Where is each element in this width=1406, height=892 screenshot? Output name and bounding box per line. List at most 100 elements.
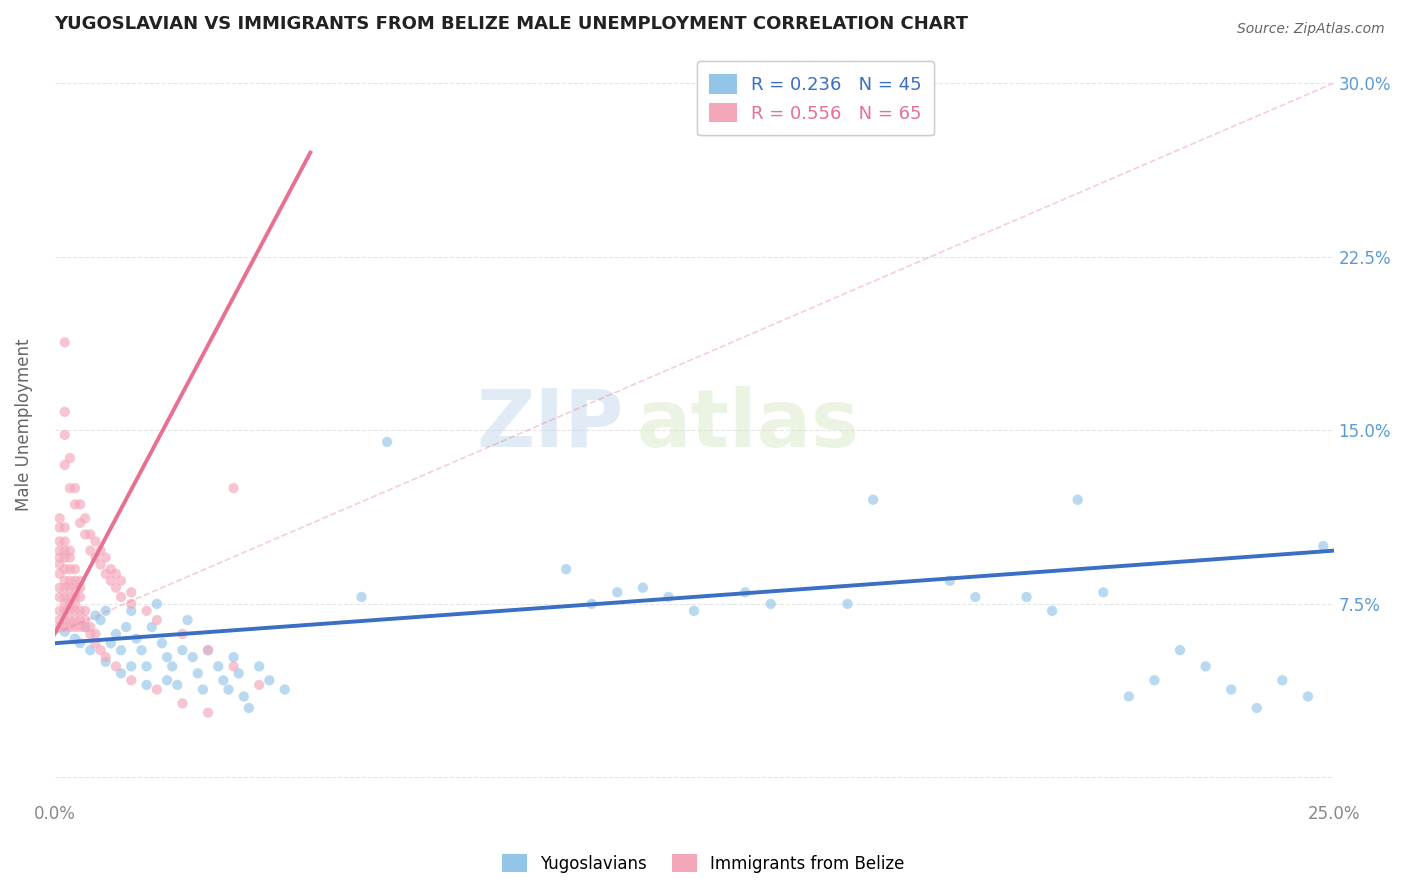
Point xyxy=(48,543,70,558)
Point xyxy=(759,597,782,611)
Point xyxy=(207,659,229,673)
Point xyxy=(606,585,628,599)
Point xyxy=(90,543,112,558)
Point xyxy=(84,608,107,623)
Point xyxy=(1118,690,1140,704)
Point xyxy=(59,590,82,604)
Point xyxy=(90,613,112,627)
Point xyxy=(53,562,76,576)
Point xyxy=(53,520,76,534)
Point xyxy=(110,643,132,657)
Point xyxy=(59,451,82,466)
Point xyxy=(63,632,86,646)
Point xyxy=(172,643,194,657)
Point xyxy=(59,562,82,576)
Point xyxy=(1194,659,1216,673)
Point xyxy=(212,673,235,688)
Point xyxy=(222,481,245,495)
Point xyxy=(75,620,97,634)
Point xyxy=(69,620,91,634)
Point xyxy=(48,590,70,604)
Point xyxy=(53,604,76,618)
Point xyxy=(84,534,107,549)
Point xyxy=(1312,539,1334,553)
Point xyxy=(141,620,163,634)
Point xyxy=(84,627,107,641)
Text: ZIP: ZIP xyxy=(477,385,624,464)
Point xyxy=(75,613,97,627)
Point xyxy=(1246,701,1268,715)
Point xyxy=(657,590,679,604)
Point xyxy=(166,678,188,692)
Point xyxy=(94,604,117,618)
Point xyxy=(238,701,260,715)
Point xyxy=(63,590,86,604)
Point xyxy=(63,481,86,495)
Point xyxy=(110,590,132,604)
Point xyxy=(84,636,107,650)
Point xyxy=(100,574,122,588)
Point xyxy=(146,597,169,611)
Y-axis label: Male Unemployment: Male Unemployment xyxy=(15,338,32,511)
Point xyxy=(63,597,86,611)
Point xyxy=(69,574,91,588)
Point xyxy=(172,697,194,711)
Point xyxy=(1143,673,1166,688)
Point xyxy=(69,497,91,511)
Point xyxy=(63,497,86,511)
Point xyxy=(69,613,91,627)
Point xyxy=(1040,604,1063,618)
Point xyxy=(187,666,209,681)
Point xyxy=(48,520,70,534)
Point xyxy=(125,632,148,646)
Point xyxy=(1220,682,1243,697)
Point xyxy=(79,543,101,558)
Point xyxy=(176,613,198,627)
Point xyxy=(104,627,127,641)
Point xyxy=(53,534,76,549)
Text: YUGOSLAVIAN VS IMMIGRANTS FROM BELIZE MALE UNEMPLOYMENT CORRELATION CHART: YUGOSLAVIAN VS IMMIGRANTS FROM BELIZE MA… xyxy=(55,15,969,33)
Point xyxy=(59,550,82,565)
Point xyxy=(1092,585,1115,599)
Point xyxy=(150,636,173,650)
Point xyxy=(160,659,183,673)
Point xyxy=(146,613,169,627)
Point xyxy=(69,604,91,618)
Point xyxy=(53,581,76,595)
Point xyxy=(94,650,117,665)
Point xyxy=(59,543,82,558)
Point xyxy=(247,678,270,692)
Point xyxy=(53,597,76,611)
Point xyxy=(104,581,127,595)
Point xyxy=(350,590,373,604)
Point xyxy=(110,574,132,588)
Point xyxy=(259,673,281,688)
Point xyxy=(48,558,70,572)
Point xyxy=(53,458,76,472)
Point xyxy=(69,590,91,604)
Point xyxy=(217,682,239,697)
Point xyxy=(53,335,76,350)
Point xyxy=(59,597,82,611)
Point xyxy=(120,604,142,618)
Point xyxy=(53,620,76,634)
Point xyxy=(120,673,142,688)
Point xyxy=(146,682,169,697)
Point xyxy=(53,590,76,604)
Point xyxy=(48,613,70,627)
Point xyxy=(48,604,70,618)
Point xyxy=(63,581,86,595)
Point xyxy=(48,566,70,581)
Point xyxy=(59,613,82,627)
Text: atlas: atlas xyxy=(637,385,859,464)
Point xyxy=(837,597,859,611)
Point xyxy=(120,659,142,673)
Legend: Yugoslavians, Immigrants from Belize: Yugoslavians, Immigrants from Belize xyxy=(495,847,911,880)
Point xyxy=(862,492,884,507)
Point xyxy=(197,643,219,657)
Point xyxy=(232,690,254,704)
Point xyxy=(53,543,76,558)
Point xyxy=(63,604,86,618)
Text: Source: ZipAtlas.com: Source: ZipAtlas.com xyxy=(1237,22,1385,37)
Point xyxy=(100,562,122,576)
